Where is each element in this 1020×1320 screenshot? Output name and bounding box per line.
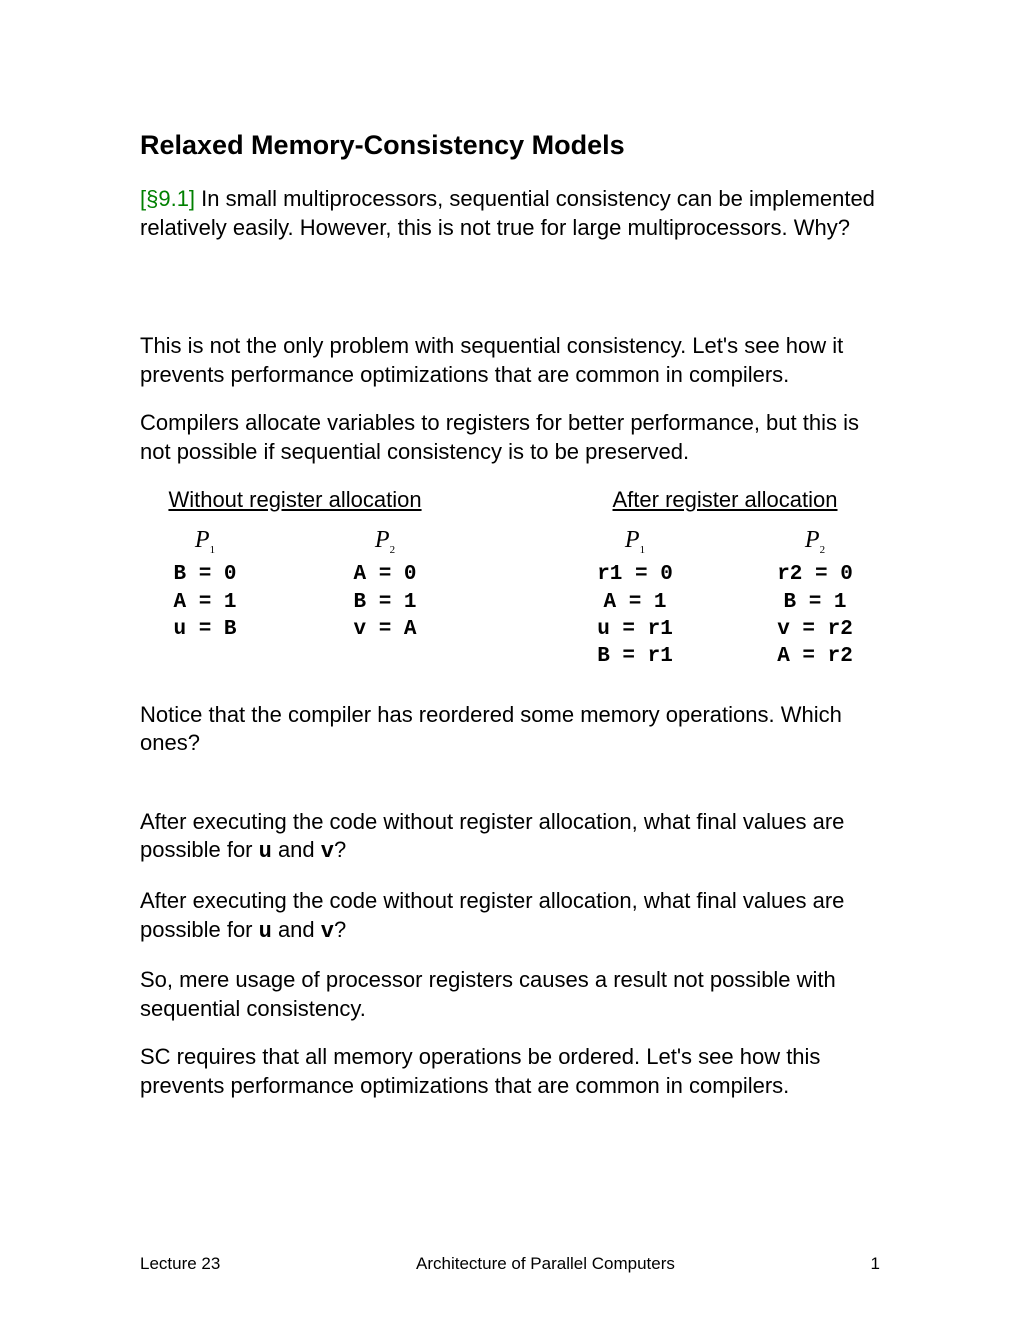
para5: After executing the code without registe…: [140, 808, 880, 867]
para1-text: In small multiprocessors, sequential con…: [140, 186, 875, 240]
page-title: Relaxed Memory-Consistency Models: [140, 130, 880, 161]
para6-q: ?: [334, 917, 346, 942]
code-line: B = 1: [760, 589, 870, 616]
proc-p2: P2: [330, 527, 440, 556]
code-line: u = B: [150, 616, 260, 643]
para6-text: After executing the code without registe…: [140, 888, 844, 942]
para6-and: and: [272, 917, 321, 942]
para2: This is not the only problem with sequen…: [140, 332, 880, 389]
left-p2-col: A = 0 B = 1 v = A: [330, 561, 440, 643]
left-heading: Without register allocation: [168, 487, 421, 513]
section-ref: [§9.1]: [140, 186, 195, 211]
var-u: u: [259, 839, 272, 864]
para5-q: ?: [334, 837, 346, 862]
code-line: A = 1: [580, 589, 690, 616]
para5-and: and: [272, 837, 321, 862]
right-proc-row: P1 P2: [580, 527, 870, 556]
code-line: r2 = 0: [760, 561, 870, 588]
code-line: A = 1: [150, 589, 260, 616]
right-p1-col: r1 = 0 A = 1 u = r1 B = r1: [580, 561, 690, 670]
var-v: v: [321, 839, 334, 864]
para4: Notice that the compiler has reordered s…: [140, 701, 880, 758]
code-line: B = r1: [580, 643, 690, 670]
left-p1-col: B = 0 A = 1 u = B: [150, 561, 260, 643]
left-proc-row: P1 P2: [150, 527, 440, 556]
para3: Compilers allocate variables to register…: [140, 409, 880, 466]
footer-right: 1: [871, 1254, 880, 1274]
code-line: u = r1: [580, 616, 690, 643]
var-u: u: [259, 919, 272, 944]
right-heading: After register allocation: [613, 487, 838, 513]
footer: Lecture 23 Architecture of Parallel Comp…: [140, 1254, 880, 1274]
proc-p1: P1: [150, 527, 260, 556]
para5-text: After executing the code without registe…: [140, 809, 844, 863]
proc-p2: P2: [760, 527, 870, 556]
code-line: A = 0: [330, 561, 440, 588]
intro-para: [§9.1] In small multiprocessors, sequent…: [140, 185, 880, 242]
code-line: B = 1: [330, 589, 440, 616]
code-tables: Without register allocation P1 P2 B = 0 …: [140, 487, 880, 671]
proc-p1: P1: [580, 527, 690, 556]
var-v: v: [321, 919, 334, 944]
right-table: After register allocation P1 P2 r1 = 0 A…: [580, 487, 870, 671]
code-line: v = r2: [760, 616, 870, 643]
code-line: v = A: [330, 616, 440, 643]
para7: So, mere usage of processor registers ca…: [140, 966, 880, 1023]
footer-left: Lecture 23: [140, 1254, 220, 1274]
code-line: r1 = 0: [580, 561, 690, 588]
left-table: Without register allocation P1 P2 B = 0 …: [150, 487, 440, 671]
para6: After executing the code without registe…: [140, 887, 880, 946]
right-code-cols: r1 = 0 A = 1 u = r1 B = r1 r2 = 0 B = 1 …: [580, 561, 870, 670]
left-code-cols: B = 0 A = 1 u = B A = 0 B = 1 v = A: [150, 561, 440, 643]
right-p2-col: r2 = 0 B = 1 v = r2 A = r2: [760, 561, 870, 670]
footer-center: Architecture of Parallel Computers: [416, 1254, 675, 1274]
para8: SC requires that all memory operations b…: [140, 1043, 880, 1100]
code-line: A = r2: [760, 643, 870, 670]
code-line: B = 0: [150, 561, 260, 588]
